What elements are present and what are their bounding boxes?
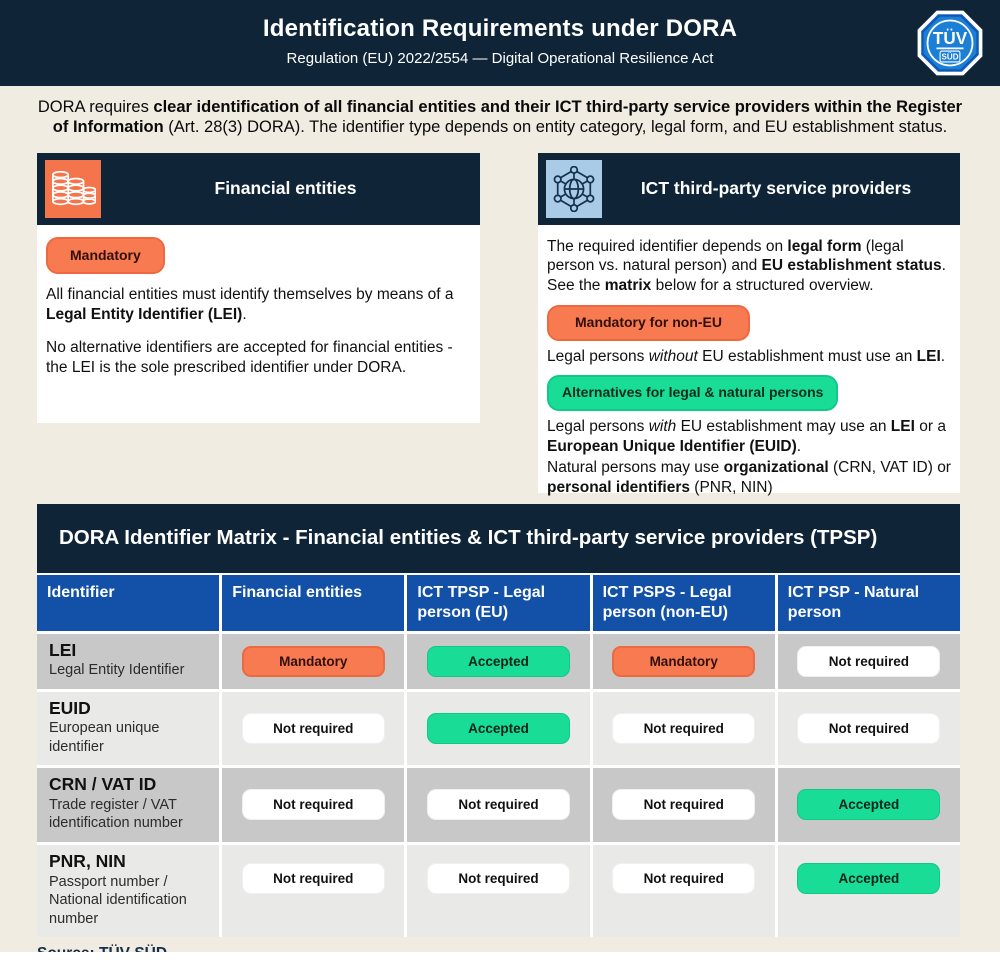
cell-crn-natural: Accepted [777,767,960,842]
network-globe-icon [546,159,602,218]
financial-paragraph-1: All financial entities must identify the… [46,286,454,324]
ict-paragraph-3: Legal persons with EU establishment may … [547,417,946,455]
column-header-identifier: Identifier [37,574,220,631]
cell-lei-financial: Mandatory [222,633,405,689]
cell-pnr-natural: Accepted [777,844,960,937]
cell-pnr-financial: Not required [222,844,405,937]
ict-paragraph-4: Natural persons may use organizational (… [547,459,951,497]
cell-crn-tpsp-eu: Not required [407,767,590,842]
svg-text:TÜV: TÜV [933,29,968,48]
row-euid-identifier: EUID European unique identifier [37,691,220,765]
ict-paragraph-2: Legal persons without EU establishment m… [547,347,946,365]
ict-providers-card: ICT third-party service providers The re… [538,152,960,496]
cell-lei-psps-non-eu: Mandatory [592,633,775,689]
ict-card-header: ICT third-party service providers [538,152,960,225]
cell-euid-psps-non-eu: Not required [592,691,775,765]
ict-paragraph-1: The required identifier depends on legal… [547,237,946,295]
page-subtitle: Regulation (EU) 2022/2554 — Digital Oper… [286,50,714,67]
cell-lei-natural: Not required [777,633,960,689]
financial-paragraph-2: No alternative identifiers are accepted … [46,339,453,376]
ict-card-title: ICT third-party service providers [640,178,912,199]
cell-crn-psps-non-eu: Not required [592,767,775,842]
matrix-title: DORA Identifier Matrix - Financial entit… [37,503,960,573]
financial-card-title: Financial entities [214,178,357,199]
svg-text:SÜD: SÜD [941,53,958,62]
cell-lei-tpsp-eu: Accepted [407,633,590,689]
source-note: Source: TÜV SÜD [0,937,1000,952]
tuv-sud-logo-icon: TÜV SÜD [917,10,983,76]
column-header-ict-psp-natural: ICT PSP - Natural person [777,574,960,631]
cell-crn-financial: Not required [222,767,405,842]
intro-paragraph: DORA requires clear identification of al… [0,86,1000,146]
cell-pnr-psps-non-eu: Not required [592,844,775,937]
identifier-matrix: DORA Identifier Matrix - Financial entit… [37,503,960,937]
intro-pre: DORA requires [37,98,154,116]
financial-card-header: Financial entities [37,152,480,225]
row-pnr-nin-identifier: PNR, NIN Passport number / National iden… [37,844,220,937]
mandatory-badge: Mandatory [46,236,165,275]
column-header-ict-tpsp-legal-eu: ICT TPSP - Legal person (EU) [407,574,590,631]
header-banner: Identification Requirements under DORA R… [0,0,1000,86]
ict-card-body: The required identifier depends on legal… [538,225,960,510]
column-header-ict-psps-legal-non-eu: ICT PSPS - Legal person (non-EU) [592,574,775,631]
cell-euid-natural: Not required [777,691,960,765]
column-header-financial-entities: Financial entities [222,574,405,631]
alternatives-badge: Alternatives for legal & natural persons [547,374,839,411]
cell-euid-tpsp-eu: Accepted [407,691,590,765]
cell-euid-financial: Not required [222,691,405,765]
cell-pnr-tpsp-eu: Not required [407,844,590,937]
matrix-table: Identifier Financial entities ICT TPSP -… [37,572,960,937]
mandatory-non-eu-badge: Mandatory for non-EU [547,305,750,341]
cards-row: Financial entities Mandatory All financi… [0,146,1000,496]
intro-post: (Art. 28(3) DORA). The identifier type d… [163,118,948,137]
intro-bold: clear identification of all financial en… [52,98,963,137]
row-crn-vat-identifier: CRN / VAT ID Trade register / VAT identi… [37,767,220,842]
financial-card-body: Mandatory All financial entities must id… [37,225,480,401]
row-lei-identifier: LEI Legal Entity Identifier [37,633,220,689]
financial-entities-card: Financial entities Mandatory All financi… [37,152,480,423]
coins-icon [45,159,101,218]
page-title: Identification Requirements under DORA [262,15,738,42]
